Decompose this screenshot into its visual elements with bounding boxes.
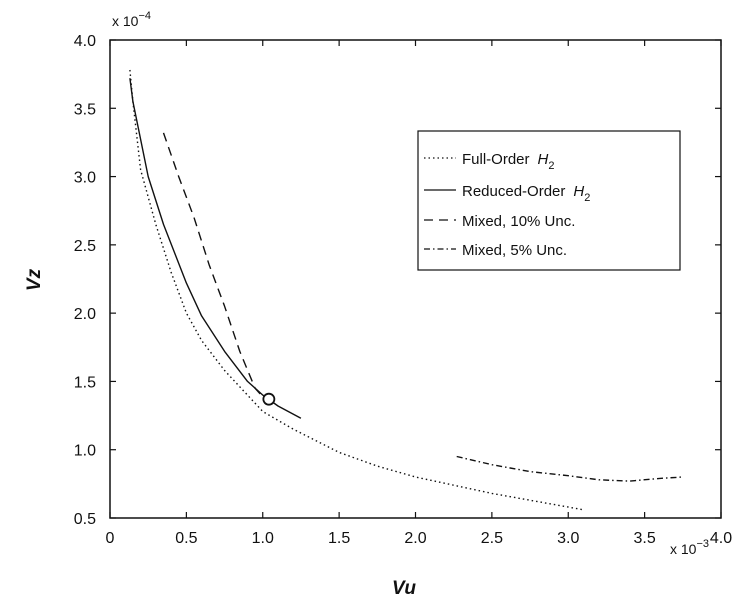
axis-ticks: 0 0.5 1.0 1.5 2.0 2.5 3.0 3.5 4.0 0.5 1.0 1.5 2.0 2.5… xyxy=(74,33,732,547)
x-tick-label: 3.5 xyxy=(634,530,656,547)
series-line-4 xyxy=(456,455,683,482)
y-tick-label: 3.0 xyxy=(74,170,96,187)
series-line-3 xyxy=(162,132,268,403)
y-tick-label: 0.5 xyxy=(74,511,96,528)
x-multiplier-exponent: −3 xyxy=(696,538,709,550)
y-axis-label: Vz xyxy=(24,268,45,291)
y-tick-label: 3.5 xyxy=(74,101,96,118)
x-tick-label: 2.0 xyxy=(404,530,426,547)
legend-label-reduced-order: Reduced-Order H2 xyxy=(462,183,590,204)
x-tick-label: 3.0 xyxy=(557,530,579,547)
y-tick-label: 1.0 xyxy=(74,443,96,460)
y-tick-label: 1.5 xyxy=(74,374,96,391)
x-multiplier-label: x 10−3 xyxy=(670,538,709,557)
x-tick-label: 0.5 xyxy=(175,530,197,547)
plot-frame xyxy=(109,39,722,519)
x-tick-label: 1.0 xyxy=(252,530,274,547)
legend-label-mixed-10: Mixed, 10% Unc. xyxy=(462,213,575,230)
x-tick-label: 0 xyxy=(106,530,115,547)
x-tick-label: 2.5 xyxy=(481,530,503,547)
circle-marker xyxy=(262,392,276,406)
legend-box xyxy=(417,130,681,271)
y-multiplier-exponent: −4 xyxy=(138,10,151,22)
y-multiplier-label: x 10−4 xyxy=(112,10,151,29)
y-tick-label: 2.5 xyxy=(74,238,96,255)
x-axis-label: Vu xyxy=(392,578,416,599)
legend: Full-Order H2 Reduced-Order H2 Mixed, 10% … xyxy=(417,130,681,271)
y-tick-label: 4.0 xyxy=(74,33,96,50)
x-tick-label: 1.5 xyxy=(328,530,350,547)
y-tick-label: 2.0 xyxy=(74,306,96,323)
legend-label-mixed-5: Mixed, 5% Unc. xyxy=(462,242,567,259)
series-line-2 xyxy=(129,78,302,419)
x-tick-label: 4.0 xyxy=(710,530,732,547)
marker-layer xyxy=(262,392,276,406)
legend-label-full-order: Full-Order H2 xyxy=(462,151,554,172)
